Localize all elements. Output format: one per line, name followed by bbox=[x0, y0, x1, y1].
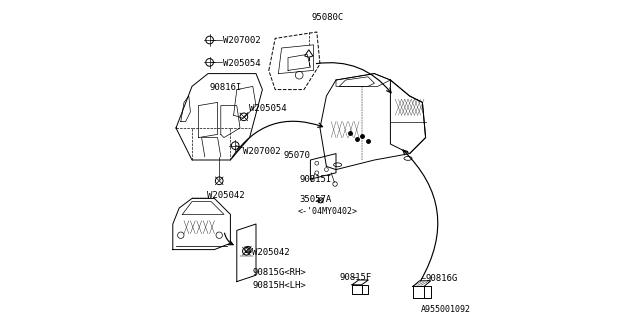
Text: 90815H<LH>: 90815H<LH> bbox=[252, 281, 306, 290]
Text: W205054: W205054 bbox=[249, 104, 287, 113]
Text: 90816G: 90816G bbox=[426, 274, 458, 283]
FancyArrowPatch shape bbox=[232, 121, 323, 158]
Text: A955001092: A955001092 bbox=[420, 305, 470, 314]
Text: 90815G<RH>: 90815G<RH> bbox=[252, 268, 306, 277]
Text: W205054: W205054 bbox=[223, 59, 261, 68]
FancyArrowPatch shape bbox=[403, 150, 438, 281]
Text: W207002: W207002 bbox=[243, 147, 281, 156]
Text: W205042: W205042 bbox=[207, 191, 245, 200]
Text: 90816I: 90816I bbox=[210, 83, 242, 92]
Text: 90815F: 90815F bbox=[340, 273, 372, 282]
Text: <-'04MY0402>: <-'04MY0402> bbox=[298, 207, 358, 216]
Text: 90815I: 90815I bbox=[300, 175, 332, 184]
Text: 95080C: 95080C bbox=[312, 13, 344, 22]
FancyArrowPatch shape bbox=[316, 63, 391, 93]
FancyArrowPatch shape bbox=[225, 233, 233, 245]
Text: 95070: 95070 bbox=[283, 151, 310, 160]
Text: 35057A: 35057A bbox=[300, 195, 332, 204]
Text: W207002: W207002 bbox=[223, 36, 261, 45]
Text: W205042: W205042 bbox=[252, 248, 290, 257]
